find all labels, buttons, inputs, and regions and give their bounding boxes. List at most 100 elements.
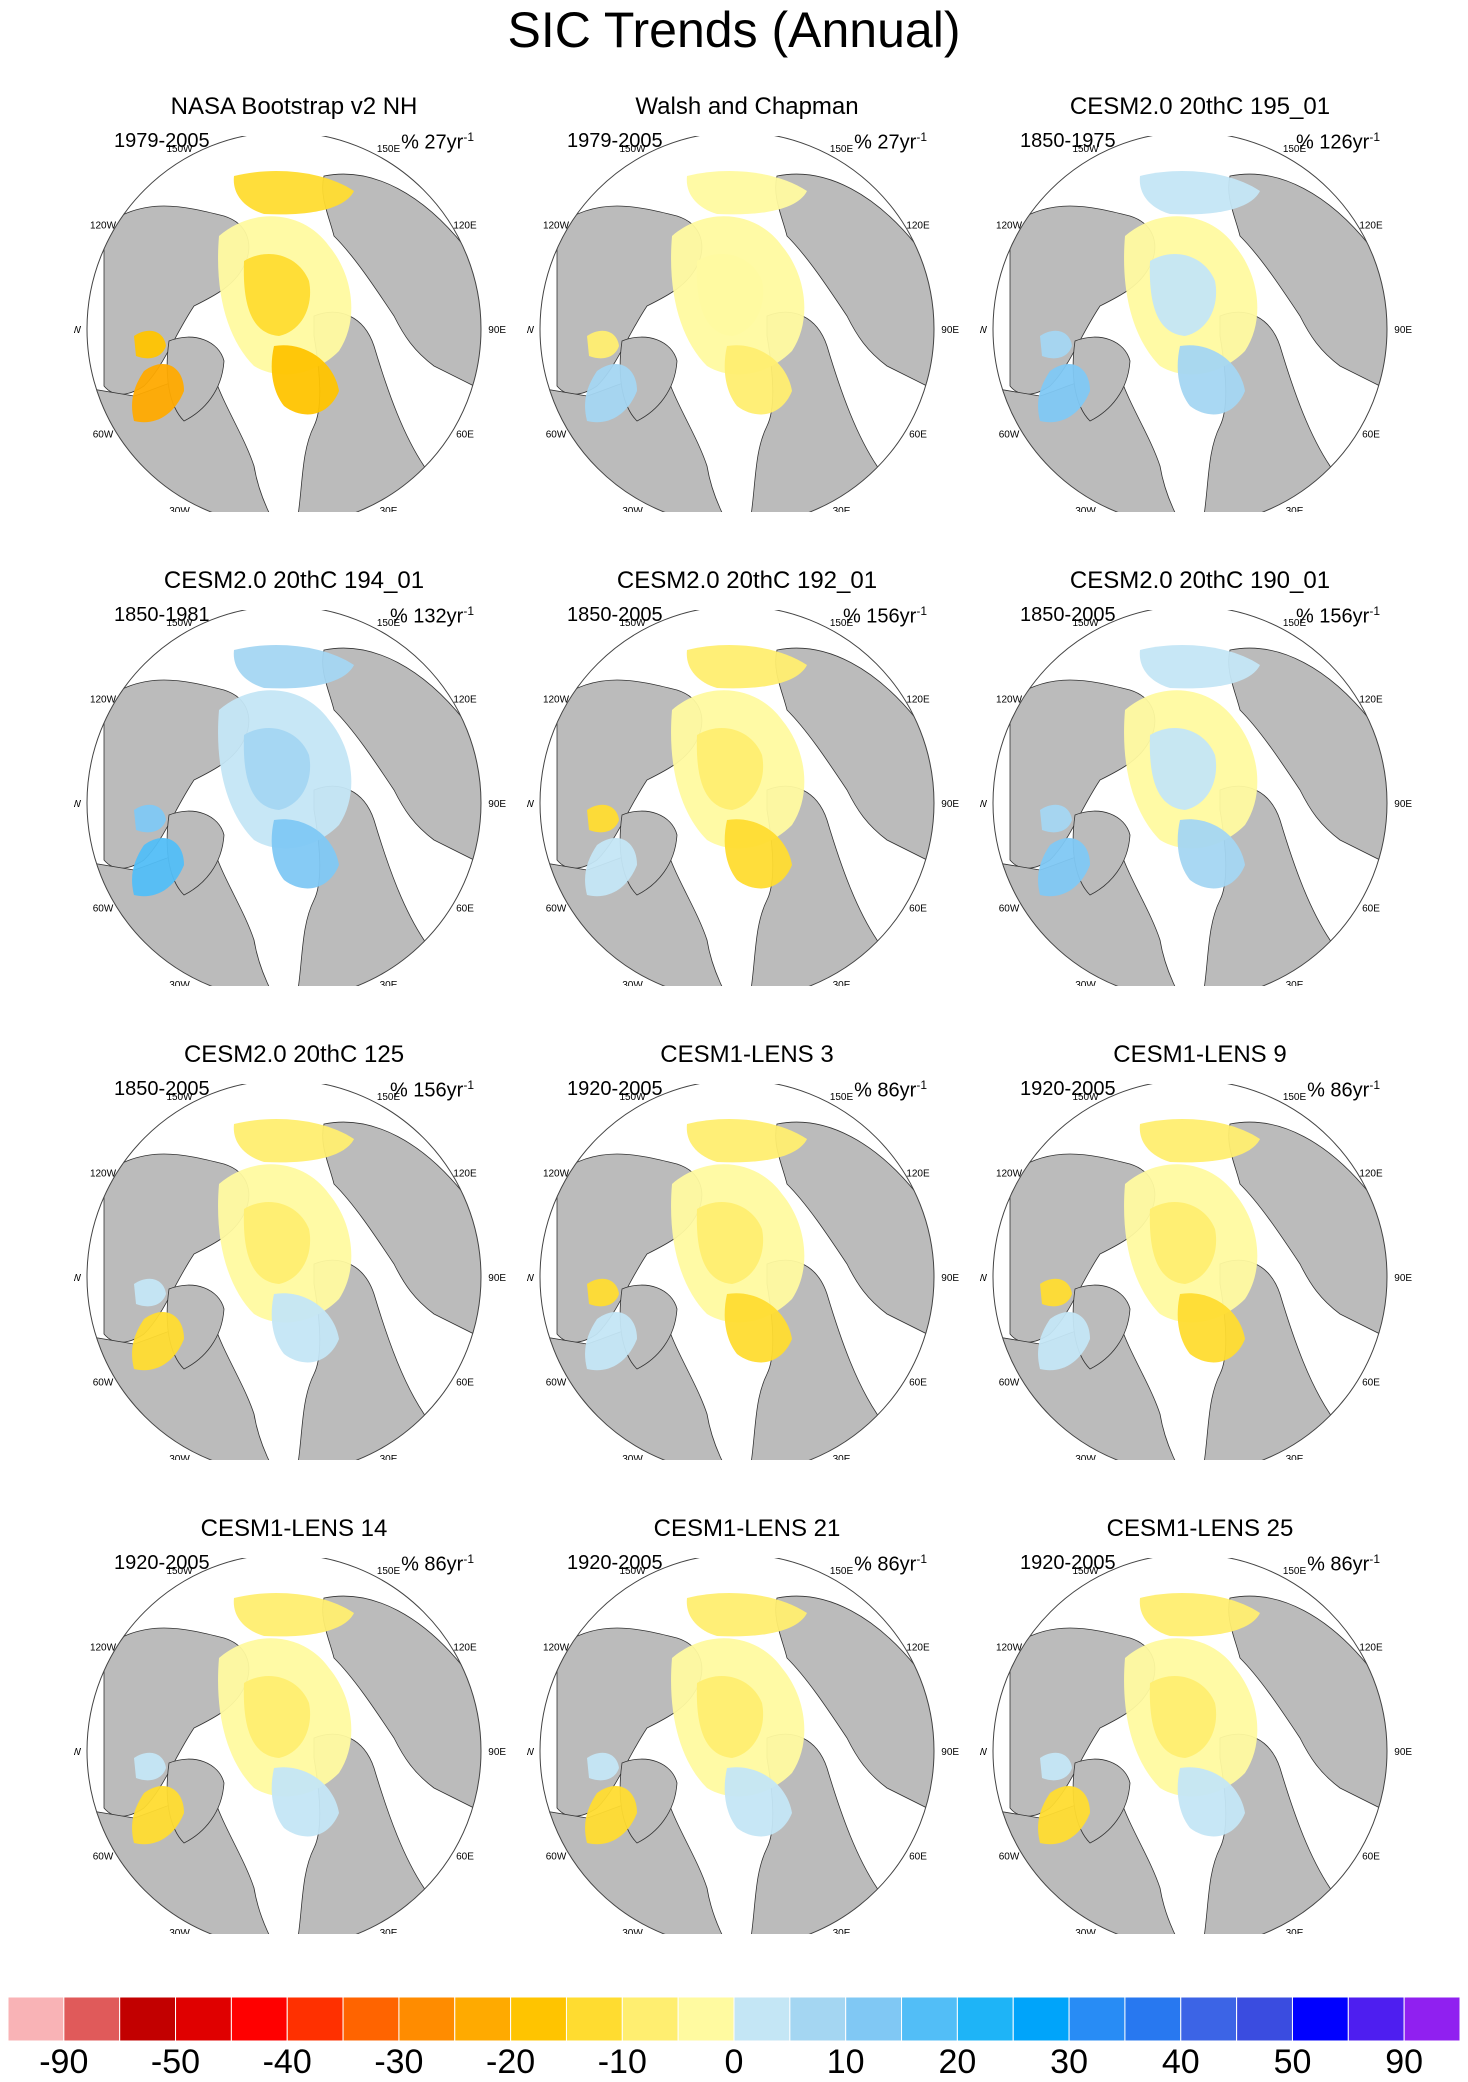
longitude-label: 60W xyxy=(93,430,114,441)
colorbar-box xyxy=(7,1996,65,2042)
longitude-label: 60E xyxy=(1362,1378,1380,1389)
longitude-label: 120E xyxy=(1359,1169,1383,1180)
longitude-label: 60W xyxy=(93,1852,114,1863)
sea-ice-trend-region xyxy=(1040,1278,1072,1307)
colorbar-box xyxy=(1236,1996,1293,2042)
polar-map: 180150E120E90E60E30E030W60W90W120W150W xyxy=(527,1084,959,1460)
panel-title: CESM2.0 20thC 192_01 xyxy=(616,567,878,594)
longitude-label: 60E xyxy=(909,1852,927,1863)
land-mass xyxy=(775,1121,934,1345)
longitude-label: 30W xyxy=(169,980,190,986)
panel-period: 1850-2005 xyxy=(567,604,663,626)
longitude-label: 60E xyxy=(456,904,474,915)
colorbar-labels: -90 -50 -40 -30 -20 -10 0 10 20 30 40 50 90 xyxy=(8,2042,1460,2082)
sea-ice-trend-region xyxy=(1177,345,1245,415)
longitude-label: 120W xyxy=(543,221,570,232)
sea-ice-trend-region xyxy=(585,1785,637,1845)
panel-period: 1850-2005 xyxy=(1020,604,1116,626)
colorbar-box xyxy=(789,1996,847,2042)
longitude-label: 60W xyxy=(999,430,1020,441)
sea-ice-trend-region xyxy=(1149,1201,1217,1284)
polar-map: 180150E120E90E60E30E030W60W90W120W150W xyxy=(527,1558,959,1934)
sea-ice-trend-region xyxy=(233,171,354,215)
polar-map: 180150E120E90E60E30E030W60W90W120W150W xyxy=(980,136,1412,512)
panel-title: CESM2.0 20thC 190_01 xyxy=(1069,567,1331,594)
colorbar-box xyxy=(510,1996,567,2042)
land-mass xyxy=(322,173,481,397)
colorbar-label: 90 xyxy=(1385,2043,1424,2081)
longitude-label: 90W xyxy=(980,1273,988,1284)
longitude-label: 30W xyxy=(1075,1928,1096,1934)
panel-title: CESM1-LENS 14 xyxy=(200,1515,388,1542)
longitude-label: 60W xyxy=(546,1852,567,1863)
land-mass xyxy=(322,1595,481,1819)
polar-map: 180150E120E90E60E30E030W60W90W120W150W xyxy=(980,1084,1412,1460)
land-mass xyxy=(322,647,481,871)
colorbar-box xyxy=(565,1996,623,2042)
longitude-label: 90E xyxy=(941,1747,959,1758)
colorbar-box xyxy=(1012,1996,1070,2042)
longitude-label: 30E xyxy=(833,506,851,512)
longitude-label: 150W xyxy=(166,1566,193,1577)
sea-ice-trend-region xyxy=(1139,645,1260,689)
longitude-label: 120W xyxy=(90,1643,117,1654)
sea-ice-trend-region xyxy=(585,1311,637,1371)
panel-units: % 86yr-1 xyxy=(1307,1552,1380,1576)
longitude-label: 120W xyxy=(543,1643,570,1654)
sea-ice-trend-region xyxy=(1038,1785,1090,1845)
sea-ice-trend-region xyxy=(243,1675,311,1758)
sea-ice-trend-region xyxy=(1149,1675,1217,1758)
sea-ice-trend-region xyxy=(132,1311,184,1371)
map-boundary xyxy=(992,1084,1388,1460)
longitude-label: 150E xyxy=(1283,144,1307,155)
longitude-label: 90W xyxy=(527,1273,535,1284)
longitude-label: 30W xyxy=(169,506,190,512)
colorbar-box xyxy=(230,1996,288,2042)
map-boundary xyxy=(86,1558,482,1934)
polar-map: 180150E120E90E60E30E030W60W90W120W150W xyxy=(74,610,506,986)
longitude-label: 150E xyxy=(830,144,854,155)
sea-ice-trend-region xyxy=(1038,363,1090,423)
longitude-label: 120E xyxy=(906,1169,930,1180)
longitude-label: 150E xyxy=(1283,1092,1307,1103)
longitude-label: 120W xyxy=(543,695,570,706)
panel-units: % 156yr-1 xyxy=(842,604,927,628)
sea-ice-trend-region xyxy=(243,1201,311,1284)
colorbar-label: -50 xyxy=(150,2043,201,2081)
colorbar-box xyxy=(956,1996,1014,2042)
sea-ice-trend-region xyxy=(724,345,792,415)
colorbar-box xyxy=(677,1996,735,2042)
longitude-label: 60E xyxy=(909,904,927,915)
longitude-label: 30W xyxy=(169,1454,190,1460)
longitude-label: 60W xyxy=(546,430,567,441)
longitude-label: 30E xyxy=(380,506,398,512)
longitude-label: 120W xyxy=(543,1169,570,1180)
longitude-label: 120E xyxy=(1359,1643,1383,1654)
colorbar-box xyxy=(119,1996,177,2042)
panel-title: CESM2.0 20thC 125 xyxy=(183,1041,405,1068)
map-boundary xyxy=(992,1558,1388,1934)
land-mass xyxy=(1228,1595,1387,1819)
longitude-label: 90W xyxy=(980,325,988,336)
longitude-label: 30E xyxy=(1286,1928,1304,1934)
colorbar-label: 10 xyxy=(826,2043,865,2081)
panel-period: 1920-2005 xyxy=(114,1552,210,1574)
longitude-label: 30W xyxy=(622,980,643,986)
longitude-label: 150W xyxy=(619,144,646,155)
sea-ice-trend-region xyxy=(132,1785,184,1845)
polar-map: 180150E120E90E60E30E030W60W90W120W150W xyxy=(527,136,959,512)
colorbar-box xyxy=(1347,1996,1405,2042)
panel-period: 1850-1981 xyxy=(114,604,210,626)
longitude-label: 90E xyxy=(488,325,506,336)
longitude-label: 120W xyxy=(90,1169,117,1180)
panel-units: % 27yr-1 xyxy=(854,130,927,154)
longitude-label: 120E xyxy=(453,221,477,232)
sea-ice-trend-region xyxy=(134,330,166,359)
longitude-label: 30W xyxy=(169,1928,190,1934)
longitude-label: 150W xyxy=(166,618,193,629)
